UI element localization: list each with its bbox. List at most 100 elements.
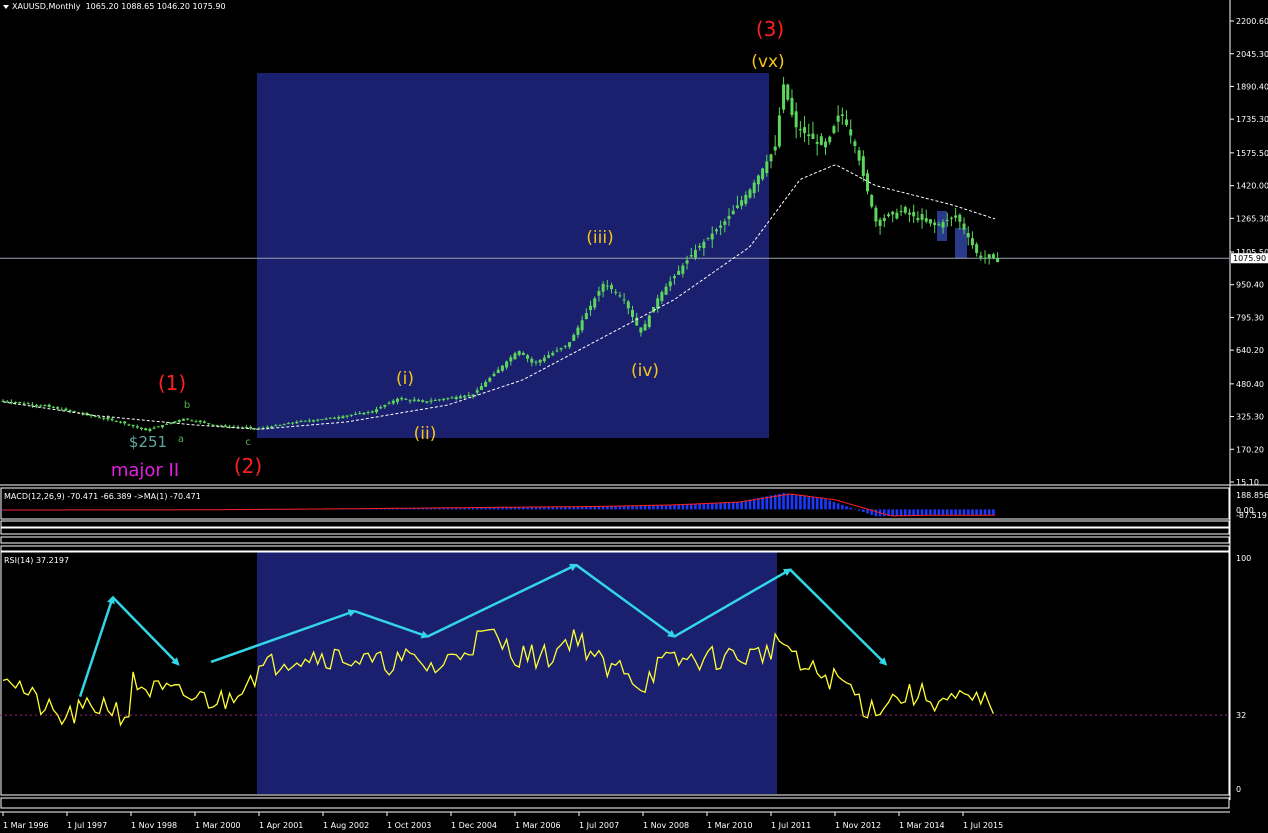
macd-histogram-bar	[459, 507, 462, 510]
candle-body	[30, 404, 34, 406]
macd-histogram-bar	[731, 501, 735, 510]
collapsed-indicator-frame	[0, 520, 1230, 528]
wave-iv-label: (iv)	[631, 361, 659, 381]
candle-body	[375, 409, 379, 413]
candle-body	[513, 353, 517, 360]
candle-body	[51, 406, 55, 408]
candle-body	[265, 427, 269, 429]
candle-body	[748, 189, 752, 198]
price-panel[interactable]	[0, 76, 1230, 433]
macd-histogram-bar	[975, 509, 978, 516]
candle-body	[286, 423, 290, 425]
macd-histogram-bar	[614, 505, 618, 510]
macd-histogram-bar	[794, 494, 798, 510]
price-tick-label: 170.20	[1236, 445, 1264, 454]
candle-body	[945, 219, 949, 221]
candle-body	[568, 342, 572, 347]
macd-histogram-bar	[681, 504, 685, 510]
candle-body	[43, 405, 47, 407]
macd-histogram-bar	[484, 507, 487, 510]
rsi-axis-label: 0	[1236, 785, 1241, 794]
candle-body	[463, 395, 467, 398]
candle-body	[202, 421, 206, 423]
time-tick-label: 1 Jul 2015	[963, 821, 1003, 830]
macd-panel[interactable]: MACD(12,26,9) -70.471 -66.389 ->MA(1) -7…	[1, 492, 996, 517]
candle-body	[160, 425, 164, 428]
candle-body	[349, 414, 353, 416]
candle-body	[228, 426, 232, 428]
macd-histogram-bar	[924, 509, 928, 516]
candle-body	[139, 427, 143, 429]
candle-body	[803, 127, 807, 134]
candle-body	[551, 352, 555, 356]
candle-body	[702, 241, 706, 249]
macd-histogram-bar	[471, 507, 475, 510]
macd-histogram-bar	[899, 509, 903, 516]
candle-body	[127, 424, 131, 426]
macd-axis-label: -87.519	[1236, 511, 1267, 520]
macd-histogram-bar	[920, 509, 924, 516]
candle-body	[173, 421, 177, 423]
macd-histogram-bar	[744, 500, 748, 510]
candle-body	[295, 421, 299, 424]
candle-body	[698, 245, 702, 248]
candle-body	[98, 417, 102, 419]
price-tick-label: 1890.40	[1236, 82, 1268, 91]
macd-histogram-bar	[509, 507, 513, 510]
candle-body	[744, 194, 748, 204]
macd-histogram-bar	[841, 504, 844, 510]
macd-histogram-bar	[895, 509, 899, 516]
macd-histogram-bar	[866, 509, 869, 514]
candle-body	[383, 404, 387, 407]
candle-body	[735, 205, 739, 208]
macd-histogram-bar	[463, 507, 466, 510]
candle-body	[547, 355, 551, 358]
candle-body	[761, 168, 765, 180]
candle-body	[47, 404, 51, 407]
macd-histogram-bar	[631, 505, 634, 510]
macd-histogram-bar	[593, 506, 597, 510]
macd-histogram-bar	[790, 494, 794, 510]
dropdown-triangle-icon[interactable]	[3, 4, 9, 9]
candle-body	[903, 207, 907, 213]
time-tick-label: 1 Jul 1997	[67, 821, 107, 830]
wave-a-label: a	[178, 434, 184, 445]
macd-histogram-bar	[702, 503, 706, 510]
macd-histogram-bar	[832, 501, 836, 510]
candle-body	[752, 182, 756, 194]
candle-body	[362, 412, 366, 415]
price-tick-label: 1265.30	[1236, 214, 1268, 223]
rsi-panel[interactable]: RSI(14) 37.2197	[0, 556, 1230, 727]
candle-body	[933, 222, 937, 226]
candle-body	[131, 424, 135, 427]
candle-body	[631, 309, 634, 317]
candle-body	[828, 136, 832, 143]
candle-body	[530, 358, 534, 363]
macd-histogram-bar	[412, 508, 416, 510]
candle-body	[68, 410, 72, 412]
time-tick-label: 1 Jul 2007	[579, 821, 619, 830]
macd-axis-label: 0.00	[1236, 506, 1254, 515]
macd-histogram-bar	[450, 507, 454, 510]
macd-histogram-bar	[530, 506, 534, 510]
candle-body	[366, 412, 370, 414]
candle-body	[282, 424, 286, 426]
candle-body	[731, 210, 735, 215]
candle-body	[937, 224, 941, 226]
macd-histogram-bar	[941, 509, 945, 516]
macd-histogram-bar	[966, 509, 970, 516]
price-tick-label: 1735.30	[1236, 115, 1268, 124]
macd-histogram-bar	[916, 509, 920, 516]
candle-body	[723, 221, 727, 225]
macd-histogram-bar	[958, 509, 962, 516]
candle-body	[983, 257, 987, 259]
candle-body	[1, 400, 5, 402]
candle-body	[211, 424, 215, 426]
macd-histogram-bar	[547, 506, 550, 510]
price-tick-label: 325.30	[1236, 413, 1264, 422]
candle-body	[962, 223, 966, 230]
rsi-frame	[0, 550, 1230, 796]
candle-body	[685, 260, 689, 264]
candle-body	[215, 424, 219, 426]
